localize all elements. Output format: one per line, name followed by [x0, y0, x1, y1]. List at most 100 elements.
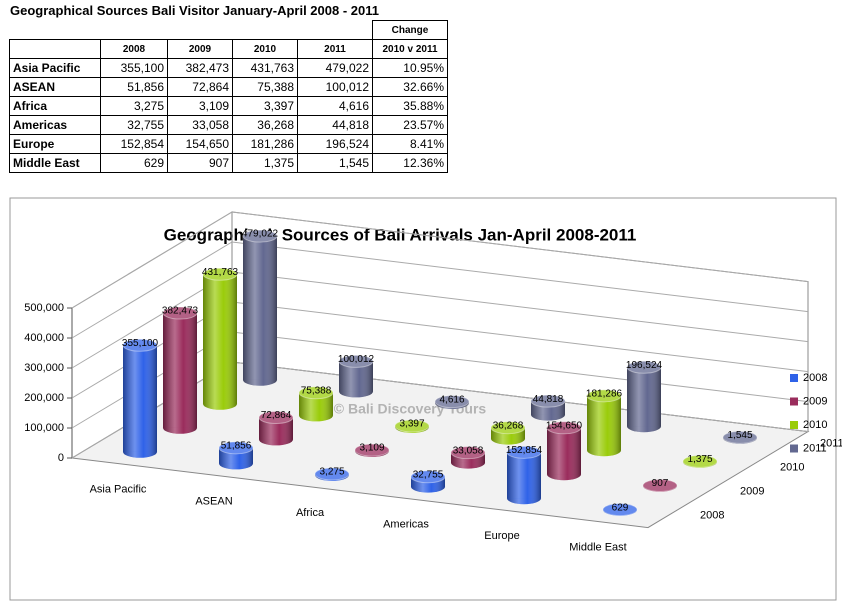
value-label: 196,524	[626, 360, 663, 371]
cylinder-top-shine	[219, 441, 253, 454]
cylinder-top	[410, 470, 446, 484]
table-row: ASEAN 51,856 72,864 75,388 100,012 32.66%	[9, 77, 448, 97]
cylinder-top	[722, 430, 758, 444]
cylinder-top-shine	[451, 446, 485, 459]
cell: 1,545	[297, 153, 373, 173]
cylinder-top-shine	[315, 468, 349, 481]
grid-line	[71, 211, 809, 309]
cylinder	[338, 354, 374, 398]
x-tick-label: Middle East	[569, 542, 626, 554]
y-tick-label: 500,000	[24, 302, 64, 314]
legend-swatch	[790, 397, 798, 406]
x-tick-label: Africa	[296, 507, 325, 519]
x-tick-label: ASEAN	[195, 495, 232, 507]
cylinder-top	[258, 411, 294, 425]
cylinder-top-shine	[603, 503, 637, 516]
cylinder-top	[338, 354, 374, 368]
cylinder-top-shine	[627, 361, 661, 374]
table-title: Geographical Sources Bali Visitor Januar…	[10, 3, 379, 18]
table-row: Middle East 629 907 1,375 1,545 12.36%	[9, 153, 448, 173]
depth-label: 2011	[820, 438, 842, 450]
cylinder-top	[314, 467, 350, 481]
cell: 75,388	[232, 77, 298, 97]
cylinder-body-shade	[123, 345, 157, 452]
cylinder-body-shade	[587, 395, 621, 451]
cylinder	[218, 441, 254, 470]
cylinder-body-shade	[203, 274, 237, 404]
grid-line	[71, 241, 809, 339]
legend-label: 2011	[803, 442, 827, 454]
cylinder	[506, 445, 542, 505]
cylinder-top	[162, 306, 198, 320]
cylinder-top-shine	[587, 389, 621, 402]
cylinder	[722, 430, 758, 444]
cylinder-top	[394, 419, 430, 433]
y-tick-label: 100,000	[24, 422, 64, 434]
y-tick-label: 300,000	[24, 362, 64, 374]
cell: 32,755	[100, 115, 168, 135]
cell: 907	[167, 153, 233, 173]
value-label: 72,864	[261, 410, 292, 421]
value-label: 51,856	[221, 440, 252, 451]
cell: 44,818	[297, 115, 373, 135]
value-label: 382,473	[162, 306, 199, 317]
y-tick-label: 0	[58, 452, 64, 464]
legend-swatch	[790, 444, 798, 453]
cylinder-top-shine	[435, 395, 469, 408]
cylinder-top	[490, 421, 526, 435]
cylinder-top	[682, 454, 718, 468]
cylinder-top-shine	[723, 431, 757, 444]
cylinder-top-shine	[299, 386, 333, 399]
value-label: 100,012	[338, 354, 375, 365]
cylinder-top-shine	[683, 455, 717, 468]
cylinder-body-shade	[507, 452, 541, 499]
value-label: 181,286	[586, 388, 623, 399]
cell: 35.88%	[372, 96, 448, 116]
value-label: 1,545	[727, 430, 752, 441]
cylinder-top	[450, 446, 486, 460]
cylinder	[434, 395, 470, 409]
x-tick-label: Americas	[383, 519, 429, 531]
cylinder	[546, 421, 582, 481]
cylinder-top-shine	[411, 470, 445, 483]
cylinder	[410, 470, 446, 493]
cell: 10.95%	[372, 58, 448, 78]
cylinder-top	[434, 395, 470, 409]
cylinder-top-shine	[243, 230, 277, 243]
table-row: Africa 3,275 3,109 3,397 4,616 35.88%	[9, 96, 448, 116]
cylinder	[162, 306, 198, 434]
cell: 12.36%	[372, 153, 448, 173]
value-label: 479,022	[242, 229, 279, 240]
cylinder-top-shine	[163, 307, 197, 320]
cylinder-top	[242, 229, 278, 243]
cell: 196,524	[297, 134, 373, 154]
cylinder	[530, 394, 566, 421]
cylinder-body-shade	[243, 236, 277, 380]
cylinder-top	[202, 267, 238, 281]
cell: 479,022	[297, 58, 373, 78]
cylinder-body-shade	[259, 417, 293, 440]
value-label: 3,109	[359, 443, 384, 454]
y-tick-label: 200,000	[24, 392, 64, 404]
cylinder	[394, 419, 430, 433]
value-label: 907	[652, 478, 669, 489]
cylinder-top-shine	[259, 411, 293, 424]
row-label: Africa	[9, 96, 101, 116]
cylinder-top-shine	[547, 421, 581, 434]
cylinder-top	[530, 394, 566, 408]
cylinder-top-shine	[355, 444, 389, 457]
value-label: 44,818	[533, 394, 564, 405]
cylinder-top-shine	[491, 421, 525, 434]
header-row: 2008 2009 2010 2011 2010 v 2011	[9, 39, 448, 59]
y-tick-label: 400,000	[24, 332, 64, 344]
data-table: Change 2008 2009 2010 2011 2010 v 2011 Asia Pa…	[9, 20, 448, 173]
legend-swatch	[790, 421, 798, 429]
cylinder-top-shine	[203, 268, 237, 281]
value-label: 36,268	[493, 420, 524, 431]
cylinder	[490, 421, 526, 445]
cylinder-body-shade	[163, 313, 197, 428]
cylinder-top	[354, 443, 390, 457]
cell: 33,058	[167, 115, 233, 135]
cylinder-top	[586, 389, 622, 403]
cylinder-top	[122, 338, 158, 352]
